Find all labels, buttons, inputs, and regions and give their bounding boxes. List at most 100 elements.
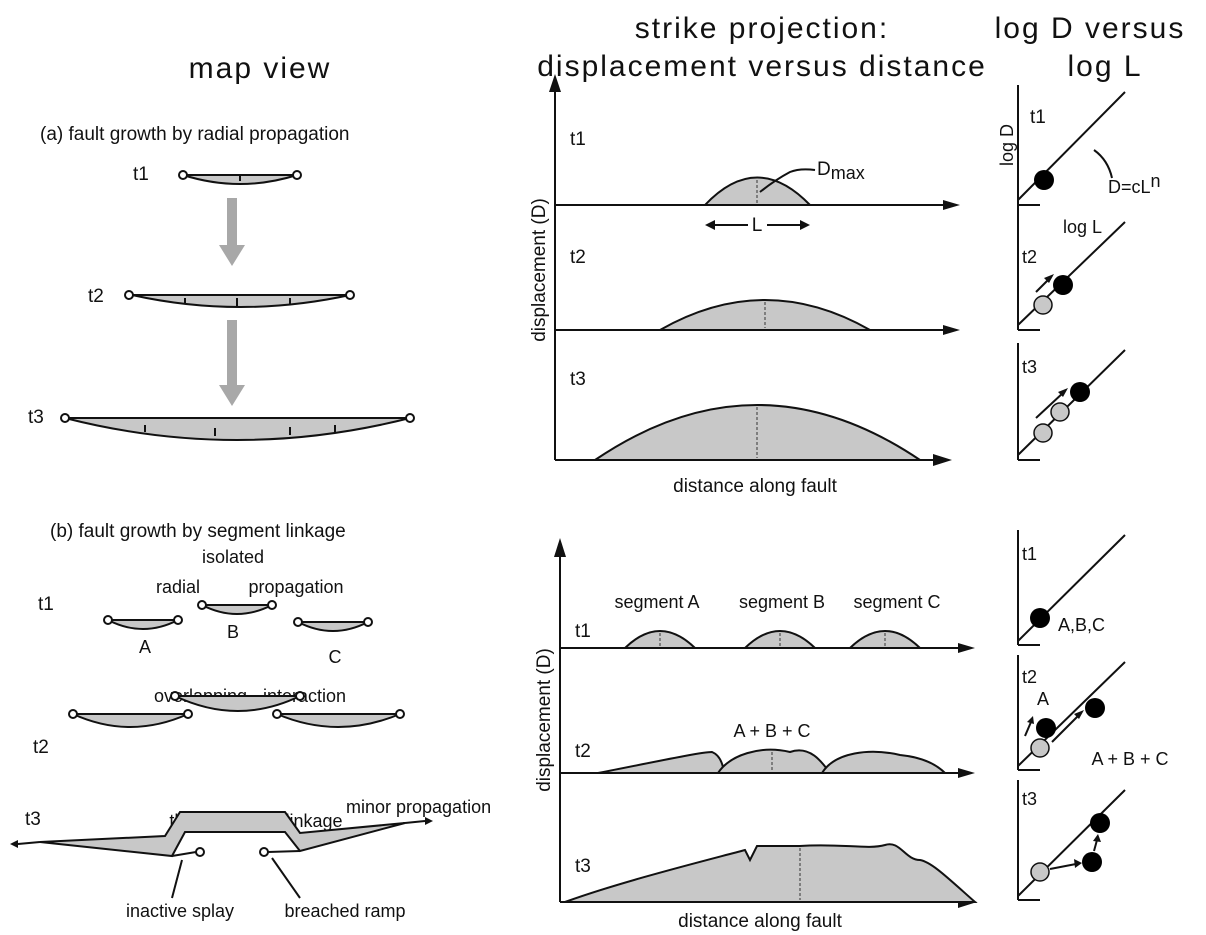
scaling-law: D=cLn bbox=[1108, 171, 1161, 197]
y-axis-label: displacement (D) bbox=[534, 648, 555, 792]
marker bbox=[195, 847, 205, 857]
marker bbox=[68, 709, 78, 719]
map-view-b: (b) fault growth by segment linkage isol… bbox=[10, 521, 491, 921]
arrow-shape bbox=[1027, 716, 1034, 724]
time-label: t3 bbox=[570, 369, 586, 390]
panel-title: (a) fault growth by radial propagation bbox=[40, 124, 349, 145]
line bbox=[271, 857, 301, 899]
marker bbox=[1085, 698, 1105, 718]
arrow-shape bbox=[943, 325, 960, 335]
marker bbox=[1033, 295, 1053, 315]
label: isolated bbox=[202, 547, 264, 567]
marker bbox=[1030, 608, 1050, 628]
time-label: t2 bbox=[88, 286, 104, 307]
panel-title: (b) fault growth by segment linkage bbox=[50, 521, 346, 542]
marker bbox=[1034, 170, 1054, 190]
line bbox=[1093, 839, 1098, 852]
header: map view strike projection: displacement… bbox=[189, 12, 1184, 85]
time-label: t1 bbox=[133, 164, 149, 185]
map-view-a: (a) fault growth by radial propagation t… bbox=[28, 124, 415, 441]
marker bbox=[405, 413, 415, 423]
segment-label: segment C bbox=[853, 592, 940, 612]
marker bbox=[103, 615, 113, 625]
shape bbox=[820, 750, 948, 774]
arrow-shape bbox=[1044, 274, 1054, 283]
marker bbox=[1090, 813, 1110, 833]
arrow-shape bbox=[705, 220, 715, 230]
marker bbox=[1033, 423, 1053, 443]
time-label: t3 bbox=[1022, 357, 1037, 377]
arrow-shape bbox=[1093, 834, 1101, 842]
line bbox=[404, 820, 426, 824]
time-label: t3 bbox=[1022, 789, 1037, 809]
shape bbox=[297, 621, 369, 632]
segment-label: A bbox=[139, 637, 151, 657]
marker bbox=[267, 600, 277, 610]
arrow-shape bbox=[1074, 859, 1082, 868]
marker bbox=[293, 617, 303, 627]
d-max: Dmax bbox=[817, 159, 865, 183]
time-label: t1 bbox=[575, 621, 591, 642]
marker bbox=[173, 615, 183, 625]
shape bbox=[1017, 85, 1020, 206]
line bbox=[171, 851, 197, 857]
marker bbox=[1050, 402, 1070, 422]
log-plots-b: t1 A,B,C t2 A A + B + C t3 bbox=[1017, 530, 1169, 901]
marker bbox=[124, 290, 134, 300]
log-d-label: log D bbox=[997, 124, 1017, 166]
label: radial bbox=[156, 577, 200, 597]
time-label: t2 bbox=[575, 741, 591, 762]
line bbox=[267, 850, 301, 853]
marker bbox=[292, 170, 302, 180]
arrow-shape bbox=[219, 198, 245, 266]
shape bbox=[201, 604, 273, 615]
marker bbox=[345, 290, 355, 300]
title: log L bbox=[1067, 50, 1142, 83]
marker bbox=[60, 413, 70, 423]
marker bbox=[1070, 382, 1090, 402]
time-label: t2 bbox=[1022, 667, 1037, 687]
profile-b: t1 t2 t3 segment A segment B segment C A… bbox=[534, 538, 978, 932]
line bbox=[1051, 713, 1081, 743]
profile-a: t1 t2 t3 Dmax L displacement (D) distanc… bbox=[529, 74, 960, 497]
label: propagation bbox=[248, 577, 343, 597]
scaling-law-exponent: n bbox=[1151, 171, 1161, 191]
shape bbox=[1093, 149, 1113, 179]
segment-label: C bbox=[329, 647, 342, 667]
arrow-shape bbox=[554, 538, 566, 557]
time-label: t3 bbox=[575, 856, 591, 877]
label: minor propagation bbox=[346, 797, 491, 817]
x-axis-label: distance along fault bbox=[673, 476, 837, 497]
marker bbox=[1082, 852, 1102, 872]
shape bbox=[564, 843, 978, 903]
marker bbox=[197, 600, 207, 610]
time-label: t2 bbox=[33, 737, 49, 758]
marker bbox=[170, 691, 180, 701]
shape bbox=[64, 417, 411, 441]
marker bbox=[272, 709, 282, 719]
label: breached ramp bbox=[284, 901, 405, 921]
x-axis-label: distance along fault bbox=[678, 911, 842, 932]
log-label: A bbox=[1037, 689, 1049, 709]
time-label: t2 bbox=[570, 247, 586, 268]
shape bbox=[597, 750, 726, 774]
arrow-shape bbox=[39, 811, 406, 858]
arrow-shape bbox=[549, 74, 561, 92]
title: map view bbox=[189, 52, 332, 85]
line bbox=[1017, 221, 1126, 326]
marker bbox=[1053, 275, 1073, 295]
title: displacement versus distance bbox=[537, 50, 987, 83]
shape bbox=[131, 294, 351, 308]
shape bbox=[72, 713, 189, 728]
shape bbox=[759, 168, 816, 193]
line bbox=[1035, 391, 1065, 419]
time-label: t1 bbox=[1022, 544, 1037, 564]
arrow-shape bbox=[425, 817, 433, 825]
shape bbox=[276, 713, 401, 728]
marker bbox=[1030, 738, 1050, 758]
marker bbox=[363, 617, 373, 627]
segment-label: B bbox=[227, 622, 239, 642]
log-label: A,B,C bbox=[1058, 615, 1105, 635]
